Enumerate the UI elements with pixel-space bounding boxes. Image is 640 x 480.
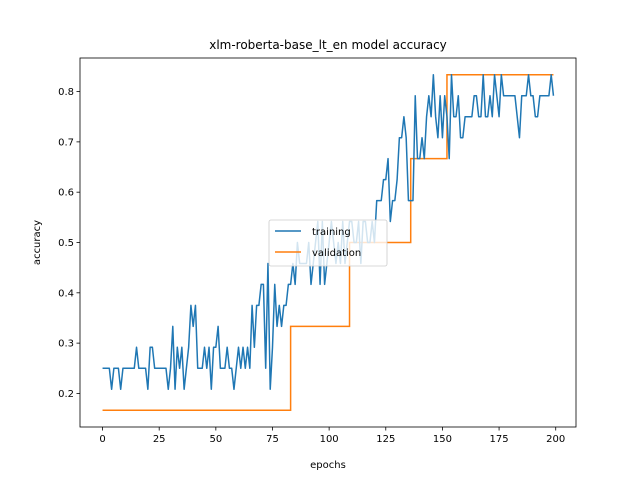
y-axis-ticks: 0.2 0.3 0.4 0.5 0.6 0.7 0.8 [58, 87, 80, 400]
y-tick-label: 0.6 [58, 188, 74, 199]
y-axis-label: accuracy [32, 220, 43, 265]
y-tick-label: 0.3 [58, 339, 74, 350]
x-tick-label: 50 [209, 434, 222, 445]
legend: training validation [268, 219, 388, 267]
x-tick-label: 0 [99, 434, 105, 445]
x-tick-label: 25 [153, 434, 166, 445]
legend-label-validation: validation [312, 248, 361, 259]
y-tick-label: 0.5 [58, 238, 74, 249]
y-tick-label: 0.7 [58, 137, 74, 148]
y-tick-label: 0.8 [58, 87, 74, 98]
chart-title: xlm-roberta-base_lt_en model accuracy [209, 38, 447, 52]
x-tick-label: 200 [546, 434, 565, 445]
x-tick-label: 125 [376, 434, 395, 445]
y-tick-label: 0.2 [58, 389, 74, 400]
x-tick-label: 100 [320, 434, 339, 445]
x-tick-label: 175 [490, 434, 509, 445]
x-tick-label: 150 [433, 434, 452, 445]
legend-label-training: training [312, 227, 351, 238]
x-axis-ticks: 0 25 50 75 100 125 150 175 200 [99, 427, 565, 445]
x-tick-label: 75 [266, 434, 279, 445]
y-tick-label: 0.4 [58, 288, 74, 299]
x-axis-label: epochs [310, 460, 346, 471]
